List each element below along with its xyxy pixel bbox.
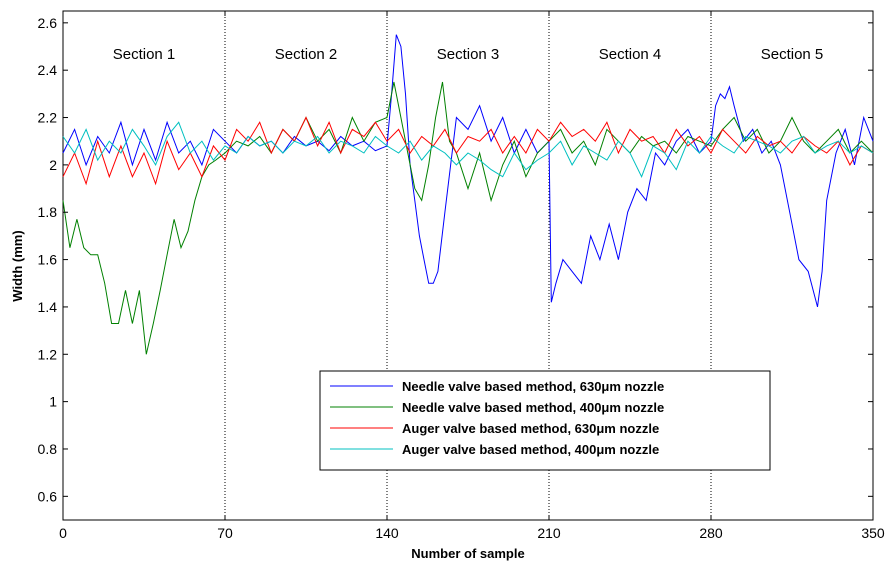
x-tick-label: 70 — [217, 525, 233, 541]
axis-ticks — [62, 11, 874, 520]
x-axis-tick-labels: 0 70 140 210 280 350 — [59, 525, 885, 541]
y-tick-label: 1.2 — [38, 346, 58, 362]
series-line-4 — [62, 121, 874, 178]
y-axis-title: Width (mm) — [10, 230, 25, 301]
legend-label-4: Auger valve based method, 400μm nozzle — [402, 442, 659, 457]
series-line-2 — [62, 81, 874, 355]
y-axis-tick-labels: 0.6 0.8 1 1.2 1.4 1.6 1.8 2 2.2 2.4 2.6 — [38, 15, 58, 504]
y-tick-label: 1.6 — [38, 252, 58, 268]
legend-items: Needle valve based method, 630μm nozzle N… — [330, 379, 664, 457]
legend-label-1: Needle valve based method, 630μm nozzle — [402, 379, 664, 394]
legend-box — [319, 370, 771, 471]
legend-label-2: Needle valve based method, 400μm nozzle — [402, 400, 664, 415]
x-tick-label: 280 — [699, 525, 723, 541]
section-label-4: Section 4 — [599, 46, 662, 63]
y-tick-label: 0.8 — [38, 441, 58, 457]
y-tick-label: 1 — [49, 394, 57, 410]
series-line-3 — [62, 116, 874, 186]
y-tick-label: 1.4 — [38, 299, 58, 315]
x-tick-label: 210 — [537, 525, 561, 541]
x-tick-label: 140 — [375, 525, 399, 541]
section-labels: Section 1 Section 2 Section 3 Section 4 Sect… — [113, 46, 824, 63]
x-tick-label: 350 — [861, 525, 885, 541]
y-tick-label: 0.6 — [38, 488, 58, 504]
legend-label-3: Auger valve based method, 630μm nozzle — [402, 421, 659, 436]
x-tick-label: 0 — [59, 525, 67, 541]
y-tick-label: 2.6 — [38, 15, 58, 31]
section-label-3: Section 3 — [437, 46, 500, 63]
series-lines — [62, 34, 874, 355]
section-label-1: Section 1 — [113, 46, 176, 63]
section-label-5: Section 5 — [761, 46, 824, 63]
section-label-2: Section 2 — [275, 46, 338, 63]
y-tick-label: 2.4 — [38, 62, 58, 78]
y-tick-label: 2.2 — [38, 110, 58, 126]
y-tick-label: 2 — [49, 157, 57, 173]
section-dividers — [224, 11, 712, 520]
x-axis-title: Number of sample — [411, 546, 524, 561]
legend: Needle valve based method, 630μm nozzle N… — [319, 370, 771, 471]
y-tick-label: 1.8 — [38, 204, 58, 220]
